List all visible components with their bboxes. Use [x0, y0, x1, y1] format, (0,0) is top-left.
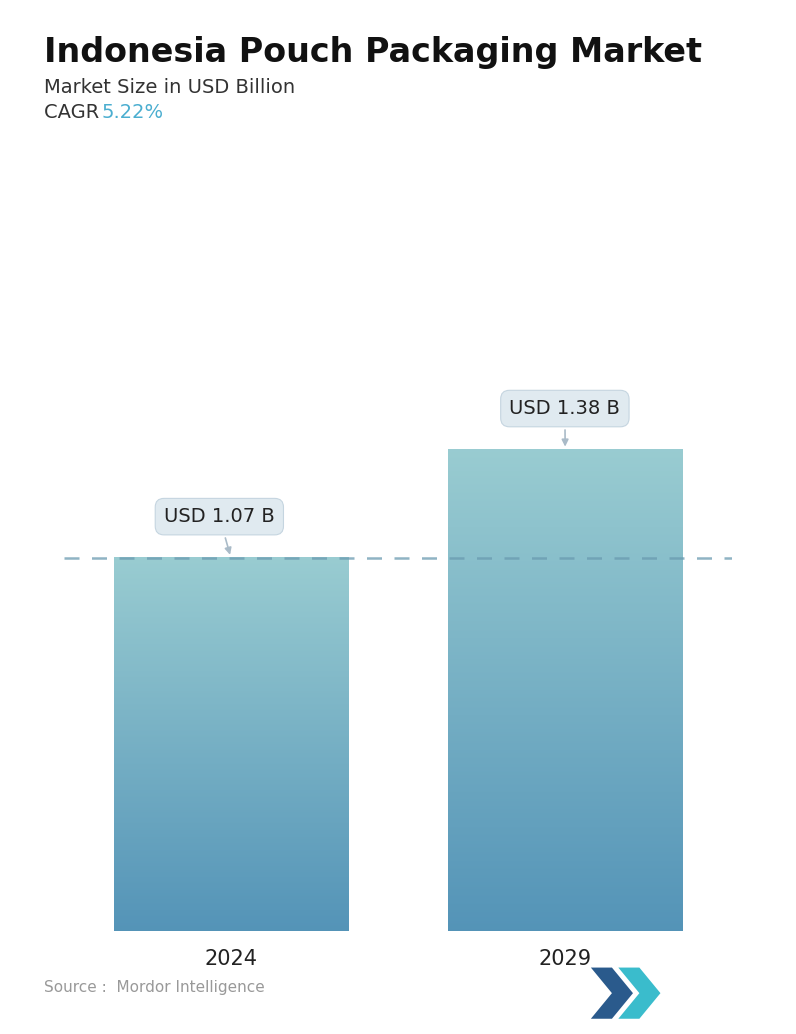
Text: CAGR: CAGR	[44, 103, 105, 122]
Text: Source :  Mordor Intelligence: Source : Mordor Intelligence	[44, 979, 264, 995]
Text: Market Size in USD Billion: Market Size in USD Billion	[44, 78, 295, 96]
Polygon shape	[618, 968, 661, 1018]
Text: Indonesia Pouch Packaging Market: Indonesia Pouch Packaging Market	[44, 36, 702, 69]
Text: USD 1.38 B: USD 1.38 B	[509, 399, 620, 445]
Text: 5.22%: 5.22%	[101, 103, 163, 122]
Polygon shape	[591, 968, 633, 1018]
Text: USD 1.07 B: USD 1.07 B	[164, 507, 275, 553]
